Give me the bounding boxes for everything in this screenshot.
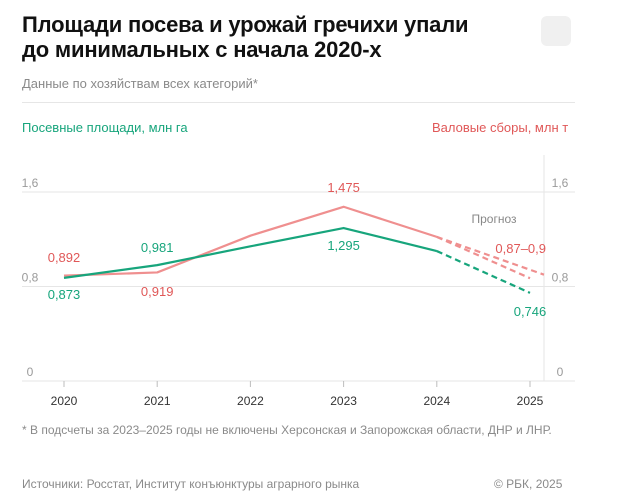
y-tick-right-1: 0,8 <box>552 271 569 285</box>
left-axis-label: Посевные площади, млн га <box>22 120 188 135</box>
area-forecast-line <box>436 250 531 294</box>
expand-button[interactable] <box>541 16 571 46</box>
harvest-forecast-line <box>436 235 531 280</box>
harvest-line <box>63 205 438 277</box>
harvest-label-2023: 1,475 <box>327 180 360 195</box>
y-tick-right-0: 0 <box>557 365 564 379</box>
y-tick-left-2: 1,6 <box>22 176 39 190</box>
x-tick-label-0: 2020 <box>51 394 78 408</box>
x-tick-label-5: 2025 <box>517 394 544 408</box>
harvest-label-2025: 0,87–0,9 <box>495 241 546 256</box>
x-tick-label-3: 2023 <box>330 394 357 408</box>
y-tick-right-2: 1,6 <box>552 176 569 190</box>
area-label-2020: 0,873 <box>48 287 81 302</box>
harvest-label-2021: 0,919 <box>141 284 174 299</box>
harvest-forecast-upper-line <box>436 235 545 276</box>
chart-title: Площади посева и урожай гречихи упали до… <box>22 12 469 62</box>
y-tick-left-0: 0 <box>27 365 34 379</box>
title-divider <box>22 102 575 103</box>
line-chart: 0 0 0,8 0,8 1,6 1,6 2020 2021 2022 2023 2024 2025 Пр… <box>22 155 575 408</box>
x-tick-label-1: 2021 <box>144 394 171 408</box>
area-label-2023: 1,295 <box>327 238 360 253</box>
area-label-2025: 0,746 <box>514 304 547 319</box>
harvest-label-2020: 0,892 <box>48 250 81 265</box>
title-line-1: Площади посева и урожай гречихи упали <box>22 12 469 37</box>
right-axis-label: Валовые сборы, млн т <box>432 120 569 135</box>
sources: Источники: Росстат, Институт конъюнктуры… <box>22 477 360 491</box>
x-tick-label-4: 2024 <box>423 394 450 408</box>
forecast-label: Прогноз <box>471 212 517 226</box>
area-line <box>63 226 438 279</box>
x-tick-label-2: 2022 <box>237 394 264 408</box>
copyright: © РБК, 2025 <box>494 477 563 491</box>
footnote: * В подсчеты за 2023–2025 годы не включе… <box>22 423 552 437</box>
subtitle: Данные по хозяйствам всех категорий* <box>22 76 258 91</box>
title-line-2: до минимальных с начала 2020-х <box>22 37 382 62</box>
y-tick-left-1: 0,8 <box>22 271 39 285</box>
area-label-2021: 0,981 <box>141 240 174 255</box>
